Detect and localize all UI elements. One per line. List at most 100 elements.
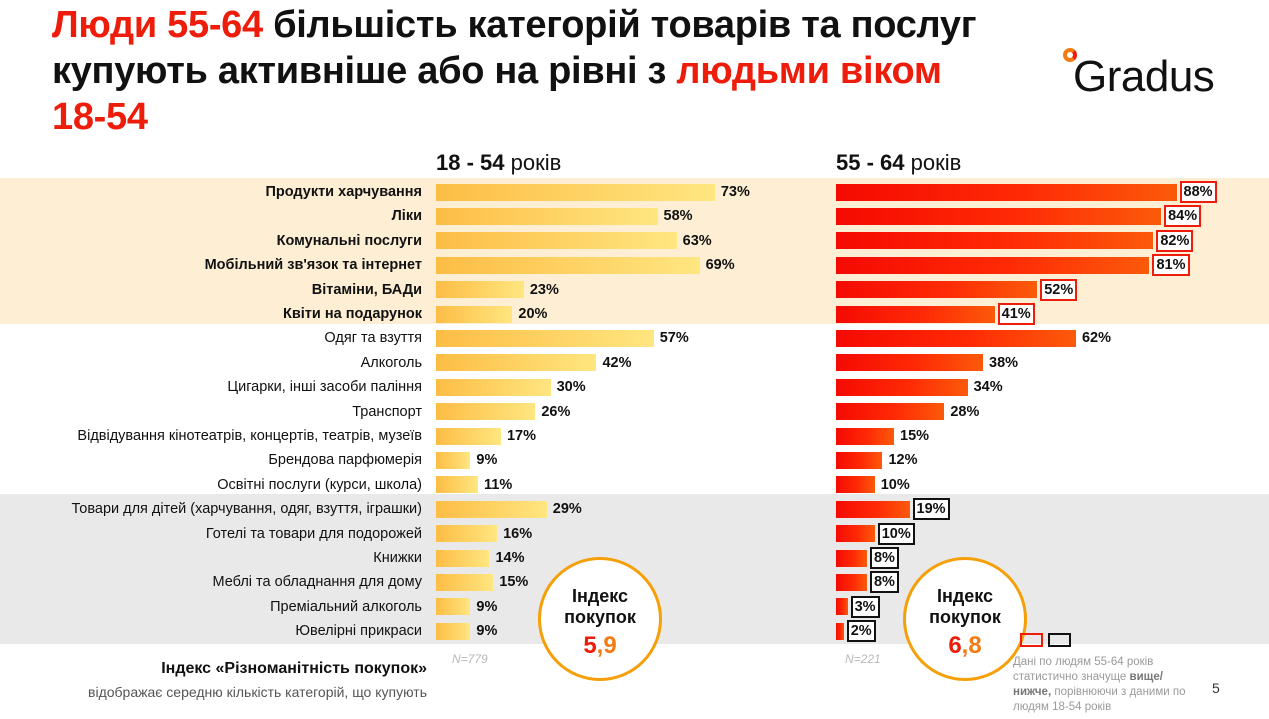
- value-label-18-54: 57%: [659, 330, 689, 347]
- bar-18-54: [436, 232, 677, 250]
- index-left-label-1: Індекс: [571, 586, 629, 606]
- value-label-18-54: 11%: [484, 476, 513, 493]
- bar-55-64: [836, 183, 1177, 201]
- value-label-18-54: 63%: [682, 232, 712, 249]
- bar-18-54: [436, 256, 700, 274]
- bar-18-54: [436, 476, 479, 494]
- bar-18-54: [436, 622, 471, 640]
- value-label-18-54: 42%: [602, 354, 632, 371]
- index-circle-right: Індекс покупок 6,8: [903, 557, 1027, 681]
- bar-18-54: [436, 403, 536, 421]
- index-right-label: Індекс покупок: [906, 586, 1024, 628]
- value-label-18-54: 29%: [552, 501, 582, 518]
- value-label-55-64: 34%: [973, 379, 1003, 396]
- bar-18-54: [436, 451, 471, 469]
- bar-55-64: [836, 232, 1154, 250]
- value-label-18-54: 20%: [518, 306, 548, 322]
- bar-55-64: [836, 329, 1076, 347]
- bar-55-64: [836, 573, 867, 591]
- category-label: Квіти на подарунок: [283, 306, 422, 322]
- category-label: Відвідування кінотеатрів, концертів, теа…: [77, 428, 422, 444]
- category-label: Преміальний алкоголь: [270, 598, 422, 615]
- category-label: Ювелірні прикраси: [295, 623, 422, 640]
- bar-55-64: [836, 207, 1162, 225]
- value-label-18-54: 17%: [506, 428, 536, 444]
- gradus-logo: Gradus: [1063, 48, 1233, 104]
- title-red-1: Люди 55-64: [52, 4, 263, 46]
- bar-18-54: [436, 354, 597, 372]
- bar-55-64: [836, 256, 1150, 274]
- bar-55-64: [836, 403, 945, 421]
- value-label-55-64: 84%: [1164, 205, 1202, 228]
- value-label-18-54: 73%: [720, 184, 750, 200]
- title-red-2: людьми віком 18-54: [52, 50, 942, 138]
- bar-55-64: [836, 525, 875, 543]
- category-label: Продукти харчування: [265, 184, 422, 200]
- note-bold: вище/нижче,: [1013, 671, 1163, 698]
- left-header-bold: 18 - 54: [436, 150, 505, 175]
- value-label-18-54: 16%: [503, 525, 533, 542]
- bar-18-54: [436, 329, 654, 347]
- value-label-55-64: 28%: [950, 403, 980, 420]
- bar-18-54: [436, 183, 715, 201]
- n-left: N=779: [452, 652, 488, 666]
- note-part2: порівнюючи з даними по людям 18-54 років: [1013, 686, 1186, 713]
- value-label-18-54: 26%: [541, 403, 571, 420]
- bar-55-64: [836, 427, 895, 445]
- bar-55-64: [836, 622, 844, 640]
- bar-55-64: [836, 451, 883, 469]
- bar-18-54: [436, 525, 498, 543]
- bar-18-54: [436, 281, 524, 299]
- value-label-55-64: 10%: [877, 522, 915, 545]
- bar-18-54: [436, 598, 471, 616]
- index-right-value: 6,8: [906, 632, 1024, 660]
- bar-55-64: [836, 354, 984, 372]
- index-left-label-2: покупок: [564, 607, 636, 627]
- title-black: більшість категорій товарів та послуг ку…: [52, 4, 977, 92]
- value-label-18-54: 30%: [556, 379, 586, 396]
- bar-55-64: [836, 549, 867, 567]
- footer-subtitle: відображає середню кількість категорій, …: [88, 684, 427, 700]
- logo-mark-icon: [1063, 48, 1077, 62]
- category-label: Брендова парфюмерія: [268, 452, 422, 469]
- value-label-55-64: 2%: [846, 620, 876, 643]
- bar-18-54: [436, 427, 501, 445]
- value-label-55-64: 3%: [850, 595, 880, 618]
- value-label-55-64: 62%: [1081, 330, 1111, 347]
- value-label-55-64: 19%: [912, 498, 950, 521]
- bar-18-54: [436, 207, 658, 225]
- bar-18-54: [436, 378, 551, 396]
- category-label: Ліки: [391, 208, 422, 225]
- left-header-rest: років: [504, 150, 562, 175]
- value-label-55-64: 10%: [880, 476, 910, 493]
- bar-18-54: [436, 500, 547, 518]
- legend-higher-box: [1020, 633, 1043, 647]
- category-label: Товари для дітей (харчування, одяг, взут…: [71, 501, 422, 518]
- index-left-value: 5,9: [541, 632, 659, 660]
- category-label: Мобільний зв'язок та інтернет: [204, 257, 422, 274]
- category-label: Меблі та обладнання для дому: [212, 574, 422, 591]
- significance-note: Дані по людям 55-64 років статистично зн…: [1013, 655, 1193, 715]
- index-circle-left: Індекс покупок 5,9: [538, 557, 662, 681]
- value-label-18-54: 14%: [495, 550, 525, 566]
- bar-55-64: [836, 305, 995, 323]
- category-label: Комунальні послуги: [276, 232, 422, 249]
- value-label-18-54: 23%: [529, 281, 559, 298]
- index-right-dec: ,8: [961, 632, 982, 659]
- note-part1: Дані по людям 55-64 років статистично зн…: [1013, 656, 1154, 683]
- bar-18-54: [436, 549, 490, 567]
- bar-18-54: [436, 573, 494, 591]
- value-label-18-54: 58%: [663, 208, 693, 225]
- bar-55-64: [836, 598, 848, 616]
- page-number: 5: [1212, 680, 1220, 696]
- category-label: Одяг та взуття: [324, 330, 422, 347]
- index-right-label-2: покупок: [929, 607, 1001, 627]
- footer-title: Індекс «Різноманітність покупок»: [161, 660, 427, 677]
- value-label-55-64: 15%: [900, 428, 930, 444]
- bar-55-64: [836, 500, 910, 518]
- value-label-55-64: 38%: [989, 354, 1019, 371]
- value-label-55-64: 82%: [1156, 229, 1194, 252]
- category-label: Вітаміни, БАДи: [311, 281, 422, 298]
- category-label: Освітні послуги (курси, школа): [217, 476, 422, 493]
- right-column-header: 55 - 64 років: [836, 150, 961, 176]
